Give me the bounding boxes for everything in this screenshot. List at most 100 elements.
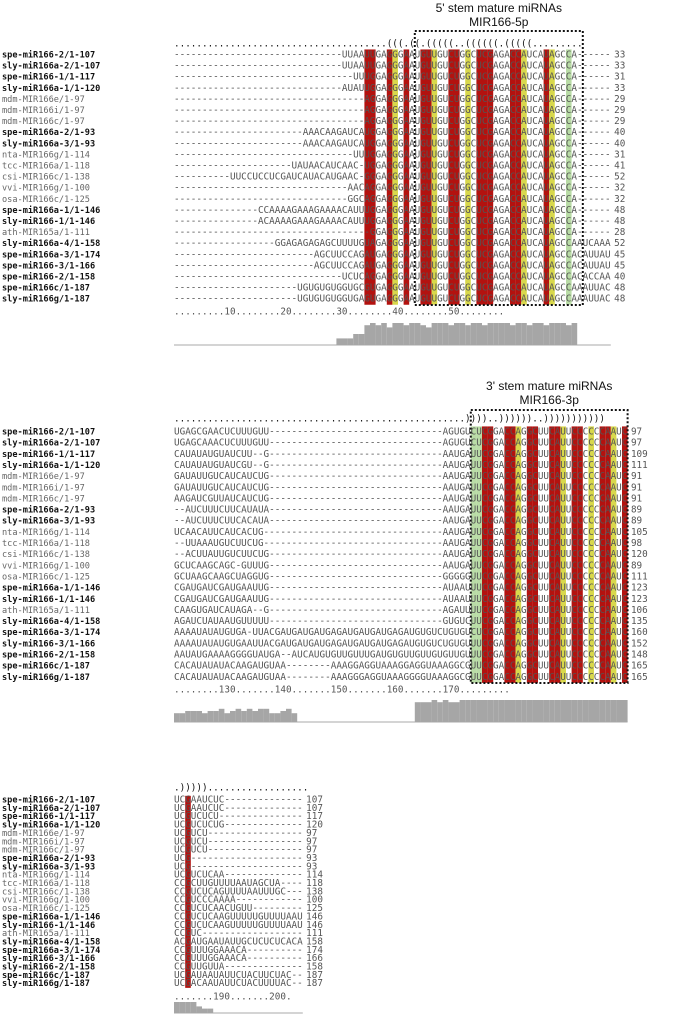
conserved-column (476, 49, 482, 305)
sequence-name: sly-miR166a-4/1-158 (2, 936, 100, 947)
sequence: UGAGCAAACUCUUUGUU-----------------------… (174, 438, 627, 449)
sequence-name: sly-miR166-1/1-146 (2, 216, 95, 227)
conservation-bar (510, 325, 516, 345)
conservation-bar (437, 702, 443, 722)
sequence-end: 40 (614, 272, 625, 283)
conservation-bar (246, 708, 253, 722)
conserved-column (622, 426, 628, 683)
conservation-bar (431, 700, 438, 722)
sequence-end: 165 (631, 661, 648, 672)
conservation-bar (381, 323, 387, 345)
conserved-column (510, 49, 516, 305)
sequence-name: spe-miR166a-2/1-93 (2, 853, 95, 864)
conservation-bar (504, 700, 510, 722)
ruler: .......190.......200. (174, 992, 292, 1003)
conservation-bar (454, 323, 460, 345)
mature-box (413, 30, 584, 306)
sequence-end: 89 (631, 560, 642, 571)
sequence-end: 165 (631, 672, 648, 683)
structure-line: .))))).................. (174, 783, 308, 794)
sequence-name: mdm-MIR166e/1-97 (2, 95, 85, 105)
conservation-bar (207, 1008, 214, 1013)
sequence-end: 160 (631, 627, 648, 638)
sequence: --AUCUUUCUUCAUAUA-----------------------… (174, 505, 627, 516)
conservation-bar (185, 711, 191, 722)
sequence: CAAGUGAUCAUAGA--G-----------------------… (174, 605, 627, 616)
sequence-end: 28 (614, 227, 625, 238)
sequence: CCGUCUCAGUUUUAAUUUGC--- (174, 886, 303, 897)
sequence-end: 29 (614, 116, 625, 127)
sequence-end: 97 (306, 828, 317, 839)
sequence-name: mdm-MIR166i/1-97 (2, 106, 85, 116)
sequence-name: spe-miR166a-2/1-93 (2, 127, 95, 138)
conservation-bar (196, 711, 202, 722)
conservation-bar (554, 700, 561, 722)
conservation-bar (241, 711, 247, 722)
sequence-name: nta-MIR166g/1-114 (2, 528, 90, 538)
conserved-column (420, 49, 426, 305)
sequence-name: spe-miR166c/1-187 (2, 283, 90, 294)
conservation-bar (202, 713, 208, 722)
conservation-bar (482, 700, 488, 722)
conservation-bar (213, 711, 219, 722)
conservation-bar (291, 713, 298, 722)
conservation-bar (442, 700, 449, 722)
sequence: GCUCAAGCAGC-GUUUG-----------------------… (174, 560, 627, 571)
sequence: --UUAAAUGUCUUCUG------------------------… (174, 538, 627, 549)
conservation-bar (442, 323, 449, 345)
sequence: UGAGCGAACUCUUUGUU-----------------------… (174, 427, 627, 438)
sequence-end: 33 (614, 83, 625, 94)
conservation-bar (280, 711, 286, 722)
sequence: UCGUCU----------------- (174, 836, 303, 847)
sequence: CAUAUAUGUAUCUU--G-----------------------… (174, 449, 627, 460)
conservation-bar (454, 702, 460, 722)
conservation-bar (566, 325, 572, 345)
sequence-end: 117 (306, 811, 323, 822)
similar-column (515, 426, 522, 683)
sequence-name: mdm-MIR166e/1-97 (2, 472, 85, 482)
sequence-name: nta-MIR166g/1-114 (2, 871, 90, 881)
sequence: GAUAUUGUCAUCAUCUG-----------------------… (174, 471, 627, 482)
conserved-column (487, 49, 494, 305)
sequence-end: 45 (614, 260, 625, 271)
conserved-column (510, 426, 516, 683)
conservation-bar (230, 711, 236, 722)
sequence: ------------------------------AUAUUGGAGG… (174, 83, 611, 94)
sequence-name: sly-miR166a-1/1-120 (2, 83, 100, 94)
sequence-end: 93 (306, 861, 317, 872)
conservation-bar (342, 338, 348, 345)
sequence-end: 52 (614, 172, 625, 183)
sequence-name: sly-miR166-3/1-166 (2, 638, 95, 649)
sequence-name: spe-miR166a-3/1-174 (2, 945, 100, 956)
sequence-end: 48 (614, 294, 625, 305)
sequence: UCGUCUCUG-------------- (174, 820, 303, 831)
sequence: ----------UUCCUCCUCGAUCAUACAUGAAC-GGGAGG… (174, 172, 611, 183)
similar-column (465, 49, 471, 305)
conserved-column (487, 426, 494, 683)
sequence-name: mdm-MIR166c/1-97 (2, 846, 85, 856)
sequence-end: 41 (614, 161, 625, 172)
conserved-column (185, 795, 191, 988)
conservation-bar (622, 700, 628, 722)
partial-column (566, 49, 572, 305)
conserved-column (370, 49, 376, 305)
sequence-name: sly-miR166a-3/1-93 (2, 861, 95, 872)
conservation-bar (566, 700, 572, 722)
similar-column (521, 49, 527, 305)
similar-column (588, 426, 594, 683)
sequence-name: sly-miR166a-2/1-107 (2, 803, 100, 814)
conservation-bar (437, 323, 443, 345)
sequence-end: 97 (306, 836, 317, 847)
sequence: CCGUUUGGAAACA---------- (174, 953, 303, 964)
conservation-bar (202, 1008, 208, 1013)
sequence-end: 174 (306, 945, 323, 956)
sequence-name: csi-MIR166c/1-138 (2, 173, 90, 183)
conservation-bar (174, 713, 180, 722)
sequence-end: 31 (614, 149, 625, 160)
sequence: ---------------CCAAAAGAAAGAAAACAUUUGGAGG… (174, 205, 611, 216)
sequence-end: 31 (614, 72, 625, 83)
conservation-bar (549, 323, 555, 345)
conservation-bar (459, 323, 466, 345)
conservation-bar (420, 325, 426, 345)
